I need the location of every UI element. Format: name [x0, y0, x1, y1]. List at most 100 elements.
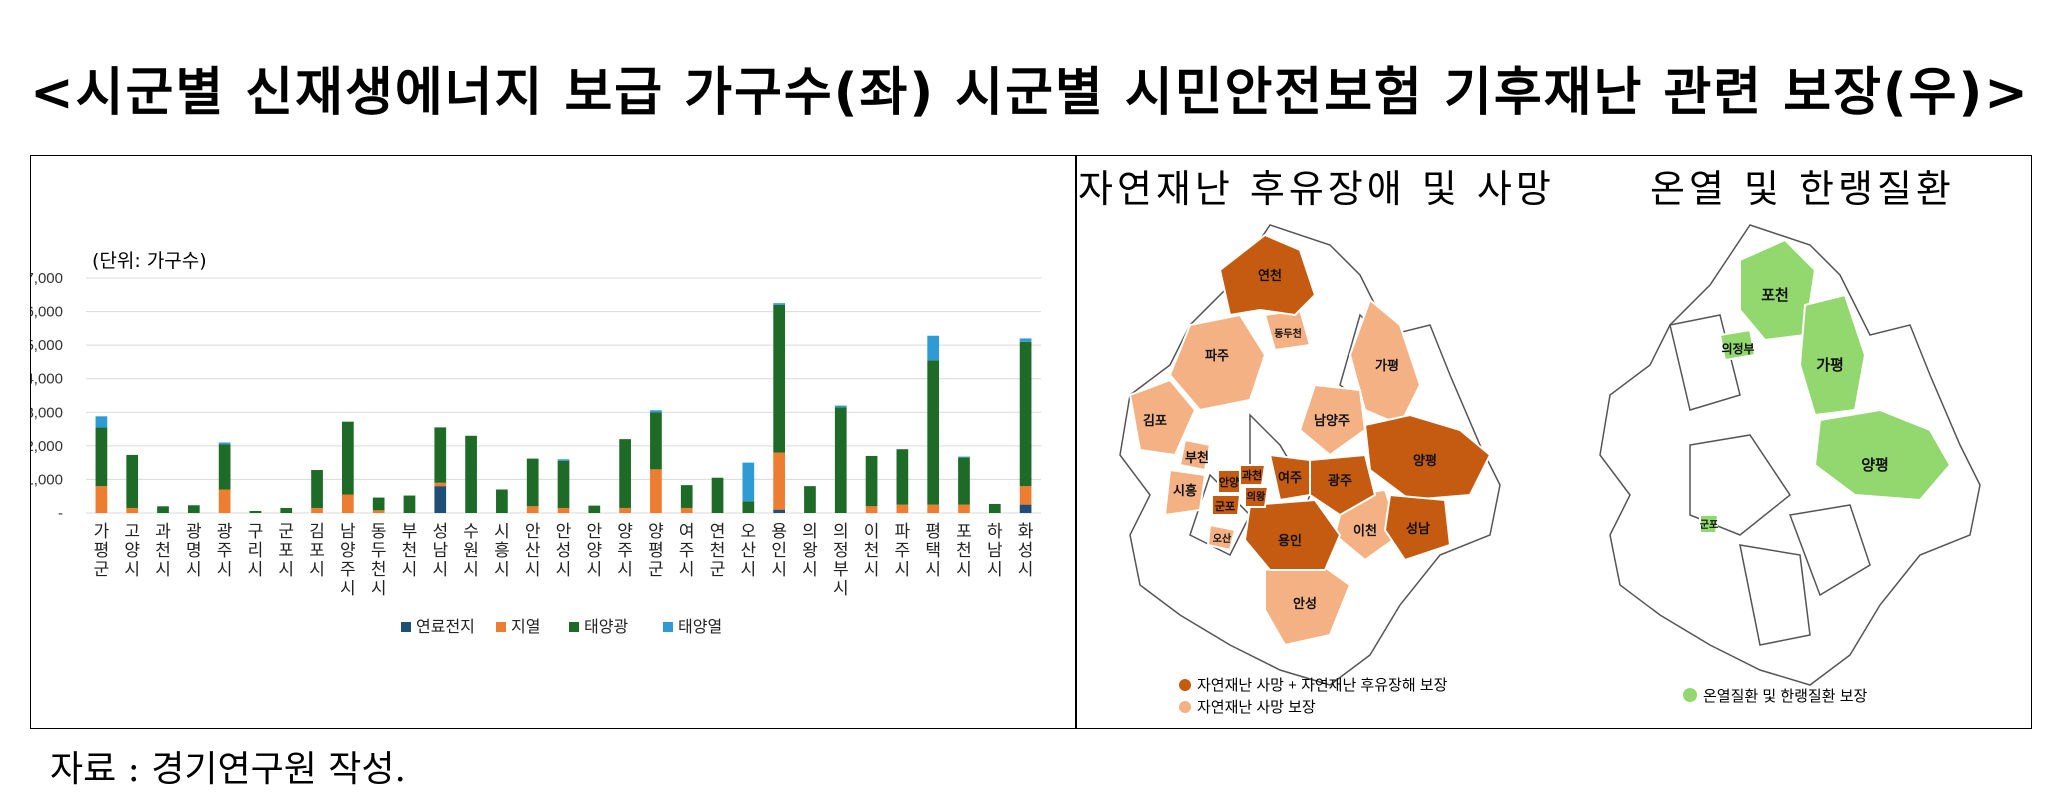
map-label-gapyeong: 가평 — [1375, 358, 1399, 373]
left-map-title: 자연재난 후유장애 및 사망 — [1078, 167, 1555, 211]
bar-segment — [773, 304, 785, 453]
bar-segment — [711, 477, 724, 513]
x-tick-label: 시 — [309, 560, 325, 580]
x-tick-label: 시 — [494, 522, 510, 542]
bar-segment — [95, 486, 108, 513]
stacked-bar-chart: 7,0006,0005,0004,0003,0002,0001,000-가평군고… — [31, 270, 1041, 636]
x-tick-label: 산 — [525, 541, 541, 561]
map-label-yeoncheon: 연천 — [1258, 268, 1282, 283]
x-tick-label: 안 — [586, 522, 602, 542]
legend-swatch — [496, 622, 506, 632]
right-map: 포천 가평 의정부 양평 군포 온열질환 및 한랭질환 보장 — [1599, 224, 1981, 705]
map-label-osan: 오산 — [1213, 532, 1232, 545]
bar-segment — [804, 486, 816, 513]
x-tick-label: 시 — [864, 560, 880, 580]
bar-segment — [619, 439, 631, 508]
bar-segment — [434, 427, 447, 483]
bar-segment — [619, 507, 631, 513]
bar-segment — [680, 507, 693, 513]
x-tick-label: 성 — [556, 541, 572, 561]
x-tick-label: 가 — [94, 522, 110, 542]
bar-segment — [218, 489, 231, 513]
bar-segment — [742, 462, 755, 502]
panel-divider — [1075, 155, 1077, 729]
bar-segment — [896, 504, 909, 513]
bar-segment — [958, 457, 970, 505]
x-tick-label: 시 — [248, 560, 264, 580]
map-region-uiwang — [1244, 486, 1270, 508]
bar-segment — [927, 504, 940, 513]
x-tick-label: 시 — [217, 560, 233, 580]
x-tick-label: 과 — [155, 522, 171, 542]
x-tick-label: 택 — [925, 541, 941, 561]
map-outline — [1599, 224, 1981, 686]
map-label-anseong: 안성 — [1293, 596, 1317, 611]
bar-segment — [680, 485, 693, 508]
bar-segment — [773, 452, 785, 510]
x-tick-label: 안 — [525, 522, 541, 542]
x-tick-label: 시 — [1018, 560, 1034, 580]
bar-segment — [557, 507, 570, 513]
bar-segment — [126, 507, 139, 513]
x-tick-label: 천 — [155, 541, 171, 561]
x-tick-label: 양 — [648, 522, 664, 542]
map-region-bucheon — [1178, 438, 1212, 472]
x-tick-label: 인 — [771, 541, 787, 561]
x-tick-label: 천 — [371, 560, 387, 580]
x-tick-label: 주 — [217, 541, 233, 561]
map-label-anyang: 안양 — [1219, 475, 1239, 489]
x-tick-label: 시 — [463, 560, 479, 580]
x-tick-label: 시 — [556, 560, 572, 580]
x-tick-label: 시 — [586, 560, 602, 580]
x-tick-label: 주 — [679, 541, 695, 561]
legend-label: 연료전지 — [416, 617, 475, 636]
bar-segment — [650, 412, 662, 470]
x-tick-label: 연 — [710, 522, 726, 542]
map-region-paju — [1168, 313, 1267, 412]
page-title: <시군별 신재생에너지 보급 가구수(좌) 시군별 시민안전보험 기후재난 관련… — [30, 63, 2030, 123]
map-regions-light — [1128, 298, 1422, 647]
x-tick-label: 남 — [340, 522, 356, 542]
x-tick-label: 군 — [710, 560, 726, 580]
x-tick-label: 주 — [340, 560, 356, 580]
bar-segment — [958, 456, 970, 458]
legend-label: 지열 — [511, 617, 540, 636]
map-region-gunpo — [1699, 514, 1720, 534]
bar-segment — [249, 510, 262, 513]
map-label-yangpyeong: 양평 — [1861, 456, 1889, 474]
y-tick-label: 4,000 — [31, 371, 63, 388]
y-tick-label: 3,000 — [31, 404, 63, 421]
y-tick-label: 6,000 — [31, 304, 63, 321]
bar-segment — [372, 497, 385, 511]
map-label-bucheon: 부천 — [1185, 450, 1209, 465]
bar-segment — [434, 486, 447, 513]
x-tick-label: 시 — [278, 560, 294, 580]
x-tick-label: 시 — [956, 560, 972, 580]
bar-segment — [773, 509, 785, 513]
bar-segment — [187, 505, 200, 513]
bar-segment — [218, 444, 231, 490]
bar-segment — [342, 421, 354, 495]
bar-segment — [988, 503, 1001, 513]
x-tick-label: 의 — [833, 522, 849, 542]
bar-segment — [403, 495, 416, 513]
x-tick-label: 명 — [186, 541, 202, 561]
map-label-gwangju: 광주 — [1328, 473, 1352, 488]
bar-segment — [95, 416, 108, 428]
bar-segment — [126, 454, 139, 508]
map-region-yeoju — [1383, 493, 1452, 562]
map-label-yeoju: 성남 — [1406, 521, 1430, 536]
legend-label-green: 온열질환 및 한랭질환 보장 — [1703, 688, 1868, 705]
x-tick-label: 성 — [1018, 541, 1034, 561]
map-label-dongducheon: 동두천 — [1274, 327, 1302, 340]
x-tick-label: 이 — [864, 522, 880, 542]
map-region-seongnam — [1268, 453, 1311, 502]
bar-segment — [311, 507, 323, 513]
x-tick-label: 양 — [617, 522, 633, 542]
map-region-osan — [1206, 523, 1237, 552]
map-label-yangpyeong: 양평 — [1413, 453, 1437, 468]
x-tick-label: 시 — [371, 579, 387, 599]
map-label-uiwang: 의왕 — [1247, 490, 1266, 503]
x-tick-label: 평 — [925, 522, 941, 542]
map-label-gimpo: 김포 — [1143, 413, 1167, 428]
